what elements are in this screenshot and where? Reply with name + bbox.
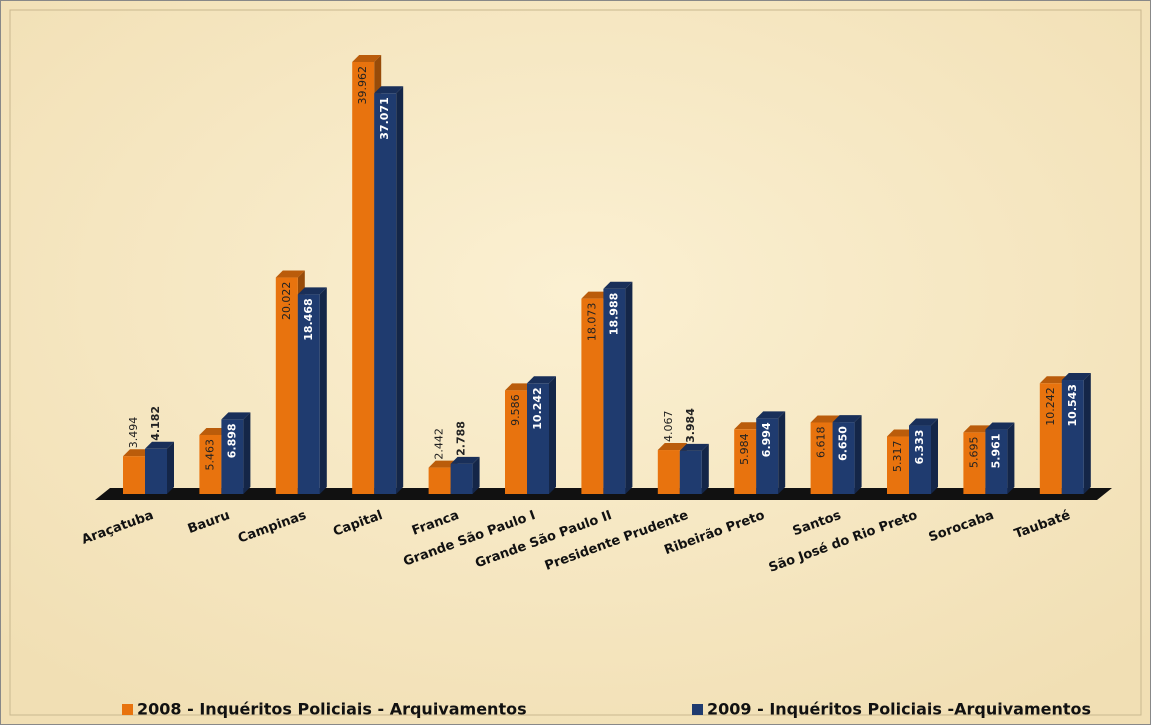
- bar: [963, 432, 986, 494]
- data-label: 37.071: [378, 97, 391, 139]
- bar: [374, 93, 397, 494]
- plot-border: [9, 9, 1142, 716]
- bar: [810, 422, 833, 494]
- bar-top: [505, 383, 534, 391]
- data-label: 10.242: [531, 387, 544, 429]
- bar: [352, 62, 375, 494]
- data-label: 5.695: [967, 436, 980, 468]
- bar-side: [1007, 422, 1015, 494]
- bar-top: [1039, 376, 1069, 384]
- bar: [581, 298, 604, 494]
- bar: [505, 390, 527, 494]
- bar-top: [527, 376, 556, 384]
- bar-top: [199, 427, 229, 435]
- bar-side: [472, 456, 480, 494]
- data-label: 10.543: [1066, 384, 1079, 426]
- bar: [221, 419, 244, 494]
- bar-top: [756, 411, 786, 419]
- bar-side: [396, 86, 404, 494]
- bar-top: [832, 415, 862, 423]
- bar-top: [603, 281, 633, 289]
- data-label: 6.618: [815, 426, 828, 458]
- data-label: 18.988: [607, 293, 620, 335]
- bar: [275, 277, 298, 494]
- data-label: 4.182: [149, 406, 162, 441]
- bar-top: [275, 270, 305, 278]
- legend-label: 2008 - Inquéritos Policiais - Arquivamen…: [137, 700, 527, 719]
- bar-top: [657, 443, 687, 451]
- data-label: 5.317: [891, 441, 904, 473]
- bar-top: [221, 412, 251, 420]
- bar: [145, 448, 167, 494]
- bar-top: [909, 418, 938, 426]
- data-label: 18.468: [302, 298, 315, 340]
- bar-top: [679, 443, 709, 451]
- data-label: 6.650: [837, 426, 850, 461]
- bar-side: [854, 415, 862, 494]
- bar-top: [352, 55, 382, 62]
- bar-side: [778, 411, 786, 494]
- data-label: 20.022: [280, 282, 293, 321]
- bar: [1061, 380, 1084, 494]
- legend-swatch: [692, 704, 703, 715]
- bar: [657, 450, 680, 494]
- bar-top: [1061, 373, 1091, 381]
- bar-side: [243, 412, 251, 494]
- bar: [603, 288, 626, 494]
- bar-top: [985, 422, 1015, 430]
- bar-top: [428, 460, 458, 468]
- bar-side: [625, 281, 633, 494]
- bar-top: [374, 86, 404, 94]
- bar: [428, 467, 451, 494]
- bar: [756, 418, 779, 494]
- data-label: 18.073: [585, 303, 598, 342]
- bar-top: [887, 429, 916, 437]
- data-label: 6.994: [760, 422, 773, 457]
- bar-top: [297, 287, 327, 295]
- legend-swatch: [122, 704, 133, 715]
- bar: [527, 383, 549, 494]
- data-label: 4.067: [662, 411, 675, 443]
- bar-top: [734, 422, 764, 430]
- bar-side: [319, 287, 327, 494]
- bar: [734, 429, 757, 494]
- bar: [1039, 383, 1062, 494]
- bar-side: [167, 441, 174, 494]
- data-label: 39.962: [356, 66, 369, 105]
- data-label: 5.984: [738, 433, 751, 465]
- data-label: 6.898: [225, 423, 238, 458]
- data-label: 6.333: [913, 430, 926, 465]
- data-label: 2.788: [455, 421, 468, 456]
- bar: [832, 422, 855, 494]
- bar: [985, 429, 1008, 494]
- bar-side: [1083, 373, 1091, 494]
- bar-top: [123, 449, 152, 457]
- bar-side: [931, 418, 938, 494]
- data-label: 10.242: [1044, 387, 1057, 426]
- bar: [199, 434, 222, 494]
- bar-side: [549, 376, 556, 494]
- bar: [123, 456, 145, 494]
- data-label: 3.494: [127, 417, 140, 449]
- bar-side: [701, 443, 709, 494]
- bar: [450, 463, 473, 494]
- bar: [909, 425, 931, 494]
- bar-top: [450, 456, 480, 464]
- bar: [297, 294, 320, 494]
- data-label: 9.586: [509, 394, 522, 426]
- data-label: 3.984: [684, 408, 697, 443]
- legend-label: 2009 - Inquéritos Policiais -Arquivament…: [707, 700, 1091, 719]
- bar-top: [145, 441, 174, 449]
- bar-top: [963, 425, 993, 433]
- bar-top: [810, 415, 840, 423]
- bar: [679, 450, 702, 494]
- data-label: 2.442: [433, 428, 446, 460]
- bar-top: [581, 291, 611, 299]
- bar: [887, 436, 909, 494]
- data-label: 5.961: [989, 434, 1002, 469]
- data-label: 5.463: [203, 439, 216, 471]
